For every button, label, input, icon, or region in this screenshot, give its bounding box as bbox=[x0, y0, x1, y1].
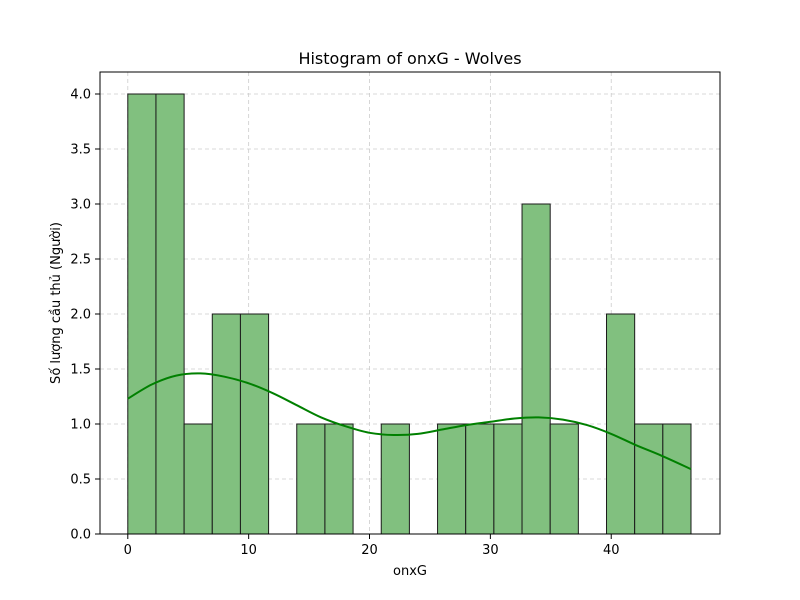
plot-frame bbox=[99, 71, 721, 535]
histogram-bar bbox=[606, 313, 636, 535]
histogram-bar bbox=[127, 93, 157, 535]
histogram-bar bbox=[521, 203, 551, 535]
histogram-bar bbox=[239, 313, 270, 535]
histogram-bar bbox=[296, 423, 326, 535]
y-tick-label: 1.0 bbox=[70, 418, 91, 433]
y-tick-label: 4.0 bbox=[70, 88, 91, 103]
histogram-bar bbox=[465, 423, 495, 535]
histogram-bar bbox=[324, 423, 354, 535]
y-tick-label: 2.0 bbox=[70, 308, 91, 323]
histogram-bar bbox=[634, 423, 664, 535]
x-tick-label: 30 bbox=[482, 543, 499, 558]
y-tick-label: 3.5 bbox=[70, 143, 91, 158]
histogram-bar bbox=[662, 423, 692, 535]
grid-lines bbox=[100, 72, 720, 535]
histogram-bar bbox=[211, 313, 241, 535]
x-tick-label: 20 bbox=[361, 543, 378, 558]
histogram-bar bbox=[183, 423, 213, 535]
x-axis-ticks: 0 10 20 30 40 bbox=[124, 534, 620, 558]
chart-title: Histogram of onxG - Wolves bbox=[298, 49, 521, 68]
x-tick-label: 0 bbox=[124, 543, 132, 558]
histogram-bar bbox=[380, 423, 410, 535]
y-tick-label: 3.0 bbox=[70, 198, 91, 213]
y-tick-label: 0.0 bbox=[70, 528, 91, 543]
kde-curve bbox=[127, 372, 692, 471]
x-tick-label: 10 bbox=[240, 543, 257, 558]
kde-curve-group bbox=[127, 372, 692, 471]
x-axis-label: onxG bbox=[393, 564, 427, 579]
y-axis-ticks: 0.0 0.5 1.0 1.5 2.0 2.5 3.0 3.5 4.0 bbox=[70, 88, 100, 543]
y-axis-label: Số lượng cầu thủ (Người) bbox=[49, 222, 64, 384]
histogram-bar bbox=[437, 423, 467, 535]
histogram-bar bbox=[493, 423, 523, 535]
y-tick-label: 1.5 bbox=[70, 363, 91, 378]
y-tick-label: 2.5 bbox=[70, 253, 91, 268]
x-tick-label: 40 bbox=[603, 543, 620, 558]
histogram-bars bbox=[127, 93, 692, 535]
y-tick-label: 0.5 bbox=[70, 473, 91, 488]
histogram-bar bbox=[549, 423, 579, 535]
histogram-bar bbox=[155, 93, 185, 535]
